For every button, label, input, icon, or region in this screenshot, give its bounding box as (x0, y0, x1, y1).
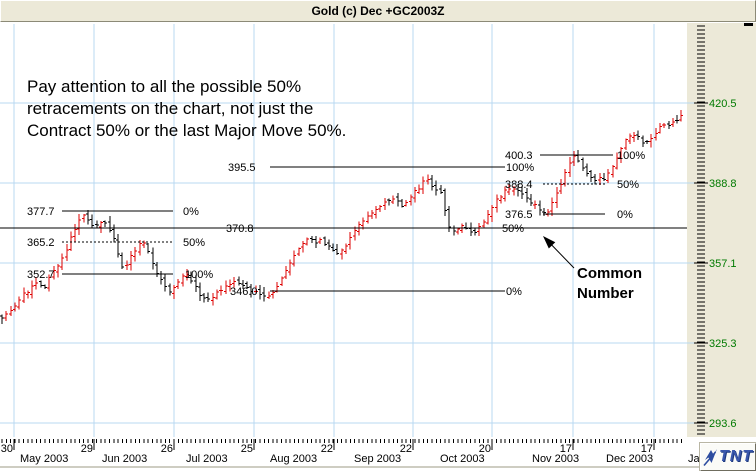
x-axis-day-label: 20 (479, 443, 491, 455)
x-axis-day-label: 17 (560, 443, 572, 455)
common-number-line-2: Number (577, 285, 634, 302)
tnt-logo-text: TNT (718, 448, 754, 465)
retracement-pct-label: 100% (185, 269, 213, 281)
x-axis-day-label: 22 (321, 443, 333, 455)
retracement-value-label: 395.5 (228, 162, 256, 174)
x-axis-day-label: 17 (641, 443, 653, 455)
retracement-value-label: 388.4 (505, 179, 533, 191)
retracement-value-label: 377.7 (27, 206, 55, 218)
tnt-logo-mark (703, 448, 717, 466)
x-axis-month-label: Aug 2003 (270, 453, 317, 465)
y-axis-label: 325.3 (709, 338, 737, 350)
x-axis-month-label: Nov 2003 (532, 453, 579, 465)
y-axis-label: 420.5 (709, 98, 737, 110)
x-axis-day-label: 26 (161, 443, 173, 455)
tnt-logo[interactable]: TNT (700, 443, 756, 471)
retracement-value-label: 365.2 (27, 237, 55, 249)
retracement-value-label: 352.7 (27, 269, 55, 281)
x-axis-month-label: Sep 2003 (354, 453, 401, 465)
retracement-value-label: 400.3 (505, 150, 533, 162)
retracement-pct-label: 100% (506, 162, 534, 174)
x-axis-month-label: Oct 2003 (440, 453, 485, 465)
retracement-pct-label: 100% (617, 150, 645, 162)
x-axis-day-label: 30 (1, 443, 13, 455)
annotation-note-line-3: Contract 50% or the last Major Move 50%. (27, 121, 347, 140)
retracement-pct-label: 50% (617, 179, 639, 191)
x-axis-month-label: Jun 2003 (102, 453, 147, 465)
callout-arrow-line (548, 241, 575, 269)
chart-title-bar: Gold (c) Dec +GC2003Z (0, 0, 756, 22)
retracement-value-label: 370.8 (226, 223, 254, 235)
common-number-line-1: Common (577, 265, 642, 282)
retracement-pct-label: 50% (183, 237, 205, 249)
y-axis-label: 293.6 (709, 418, 737, 430)
callout-arrow-head (543, 236, 556, 249)
x-axis-month-label: May 2003 (20, 453, 68, 465)
x-axis-day-label: 29 (81, 443, 93, 455)
annotation-note: Pay attention to all the possible 50% re… (27, 76, 467, 142)
annotation-note-line-2: retracements on the chart, not just the (27, 99, 314, 118)
retracement-value-label: 346.0 (230, 286, 258, 298)
x-axis-day-label: 25 (241, 443, 253, 455)
chart-title: Gold (c) Dec +GC2003Z (311, 4, 445, 18)
y-axis-label: 388.8 (709, 178, 737, 190)
retracement-pct-label: 0% (617, 209, 633, 221)
x-axis-month-label: Ja (688, 453, 701, 465)
retracement-value-label: 376.5 (505, 209, 533, 221)
common-number-callout: Common Number (577, 264, 642, 304)
axis-top-marker (744, 23, 753, 26)
x-axis-day-label: 22 (400, 443, 412, 455)
x-axis-month-label: Jul 2003 (186, 453, 228, 465)
x-axis-month-label: Dec 2003 (606, 453, 653, 465)
retracement-pct-label: 50% (502, 223, 524, 235)
retracement-pct-label: 0% (183, 206, 199, 218)
retracement-pct-label: 0% (506, 286, 522, 298)
y-axis-label: 357.1 (709, 258, 737, 270)
annotation-note-line-1: Pay attention to all the possible 50% (27, 77, 302, 96)
